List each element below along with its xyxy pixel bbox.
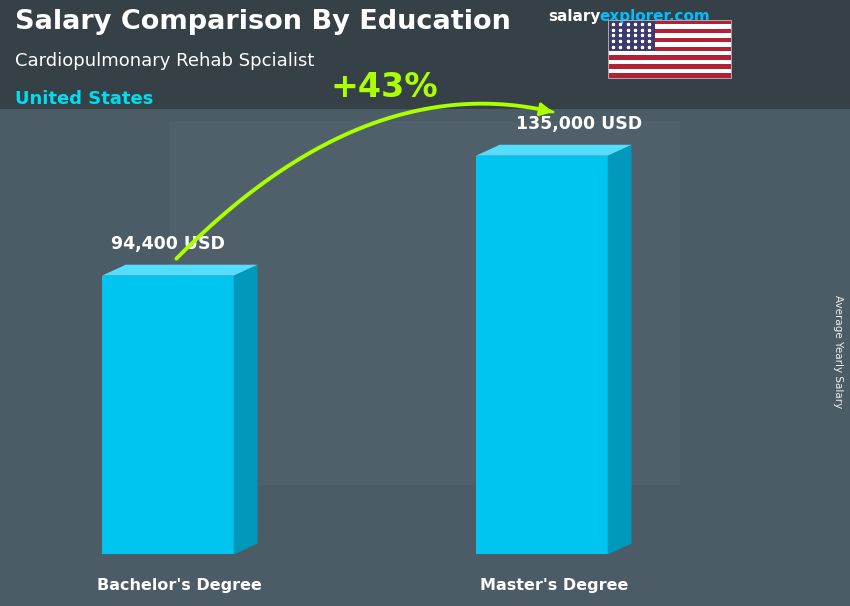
Text: +43%: +43%: [331, 71, 439, 104]
Bar: [608, 68, 731, 73]
Bar: [608, 24, 731, 29]
Text: salary: salary: [548, 9, 601, 24]
Bar: [608, 47, 731, 51]
Polygon shape: [102, 265, 258, 276]
Bar: [608, 64, 731, 68]
Polygon shape: [476, 156, 608, 554]
Text: 94,400 USD: 94,400 USD: [111, 235, 224, 253]
Text: Bachelor's Degree: Bachelor's Degree: [98, 578, 262, 593]
Bar: [0, 0, 850, 109]
Text: 135,000 USD: 135,000 USD: [516, 115, 643, 133]
Text: Average Yearly Salary: Average Yearly Salary: [833, 295, 843, 408]
Polygon shape: [234, 265, 258, 554]
Bar: [608, 33, 731, 38]
Bar: [608, 29, 731, 33]
Text: explorer.com: explorer.com: [599, 9, 710, 24]
Bar: [608, 60, 731, 64]
Bar: [608, 38, 731, 42]
Text: United States: United States: [15, 90, 154, 108]
Bar: [608, 55, 731, 60]
Polygon shape: [608, 145, 632, 554]
Bar: [170, 121, 680, 485]
Bar: [608, 51, 731, 55]
Bar: [608, 73, 731, 78]
Bar: [608, 42, 731, 47]
Text: Salary Comparison By Education: Salary Comparison By Education: [15, 9, 511, 35]
Text: Cardiopulmonary Rehab Spcialist: Cardiopulmonary Rehab Spcialist: [15, 52, 314, 70]
Bar: [608, 20, 731, 24]
Bar: [608, 20, 731, 78]
Bar: [608, 20, 654, 51]
Polygon shape: [102, 276, 234, 554]
Polygon shape: [476, 145, 632, 156]
Text: Master's Degree: Master's Degree: [479, 578, 628, 593]
